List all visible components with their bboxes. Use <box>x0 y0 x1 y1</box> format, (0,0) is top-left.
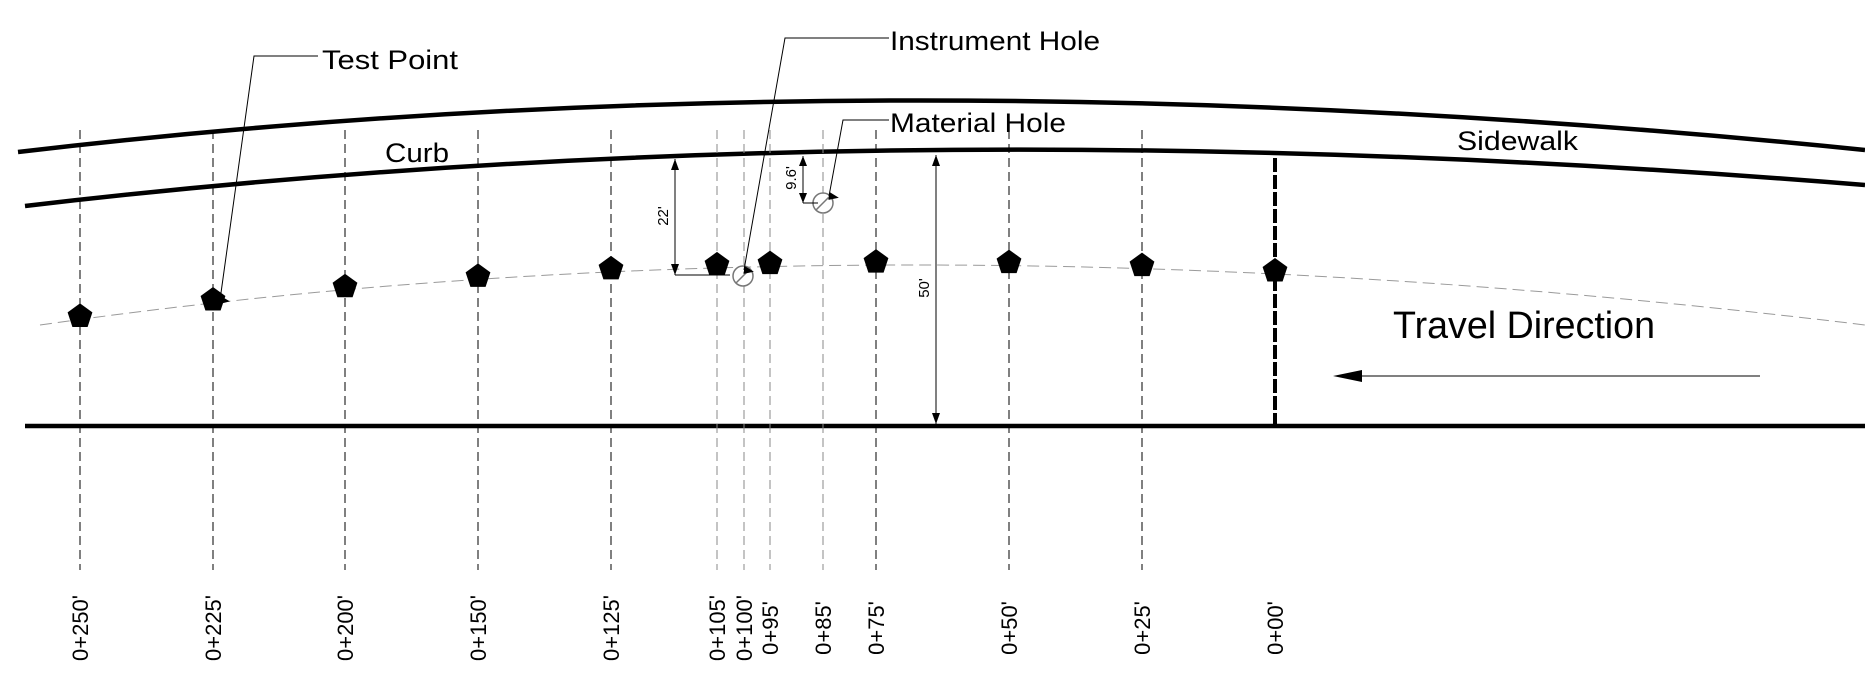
test-point-marker <box>67 303 93 327</box>
instrument-hole-leader <box>743 37 889 274</box>
travel-direction-arrow <box>1333 370 1760 382</box>
test-point-marker <box>704 251 730 276</box>
station-label: 0+105' <box>705 595 730 661</box>
station-label: 0+150' <box>466 595 491 661</box>
test-point-leader <box>219 55 318 304</box>
svg-text:9.6': 9.6' <box>783 166 800 190</box>
dimension-50ft: 50' <box>916 155 940 424</box>
station-label: 0+25' <box>1130 601 1155 655</box>
instrument-hole-label: Instrument Hole <box>890 26 1100 56</box>
station-label: 0+100' <box>732 595 757 661</box>
station-labels: 0+250' 0+225' 0+200' 0+150' 0+125' 0+105' 0+10… <box>68 595 1288 661</box>
sidewalk-outer-edge <box>17 98 1865 155</box>
test-point-marker <box>1129 252 1155 277</box>
station-lines <box>79 130 1143 570</box>
test-point-marker <box>200 287 226 311</box>
station-label: 0+225' <box>201 595 226 661</box>
curb-label: Curb <box>385 138 449 168</box>
station-label: 0+75' <box>864 601 889 655</box>
station-label: 0+125' <box>599 595 624 661</box>
dimension-22ft: 22' <box>655 159 730 276</box>
travel-direction-label: Travel Direction <box>1393 305 1655 347</box>
test-centerline <box>39 264 1865 326</box>
sidewalk-label: Sidewalk <box>1457 126 1579 156</box>
station-label: 0+95' <box>758 601 783 655</box>
test-point-marker <box>996 249 1022 274</box>
svg-text:50': 50' <box>916 278 933 298</box>
dimension-9-6ft: 9.6' <box>783 156 818 204</box>
station-label: 0+250' <box>68 595 93 661</box>
station-label: 0+50' <box>997 601 1022 655</box>
svg-text:22': 22' <box>655 206 672 226</box>
instrument-hole-icon <box>732 265 754 287</box>
test-point-marker <box>1262 258 1288 282</box>
test-point-marker <box>757 250 783 275</box>
material-hole-label: Material Hole <box>890 108 1066 138</box>
curb-line <box>24 147 1865 209</box>
test-point-label: Test Point <box>322 45 459 75</box>
test-point-marker <box>598 255 624 280</box>
station-label: 0+200' <box>333 595 358 661</box>
station-label: 0+85' <box>811 601 836 655</box>
station-label: 0+00' <box>1263 601 1288 655</box>
test-point-marker <box>465 263 491 287</box>
material-hole-leader <box>828 119 889 200</box>
test-point-marker <box>332 273 358 298</box>
test-point-marker <box>863 249 889 273</box>
test-points <box>67 249 1288 327</box>
